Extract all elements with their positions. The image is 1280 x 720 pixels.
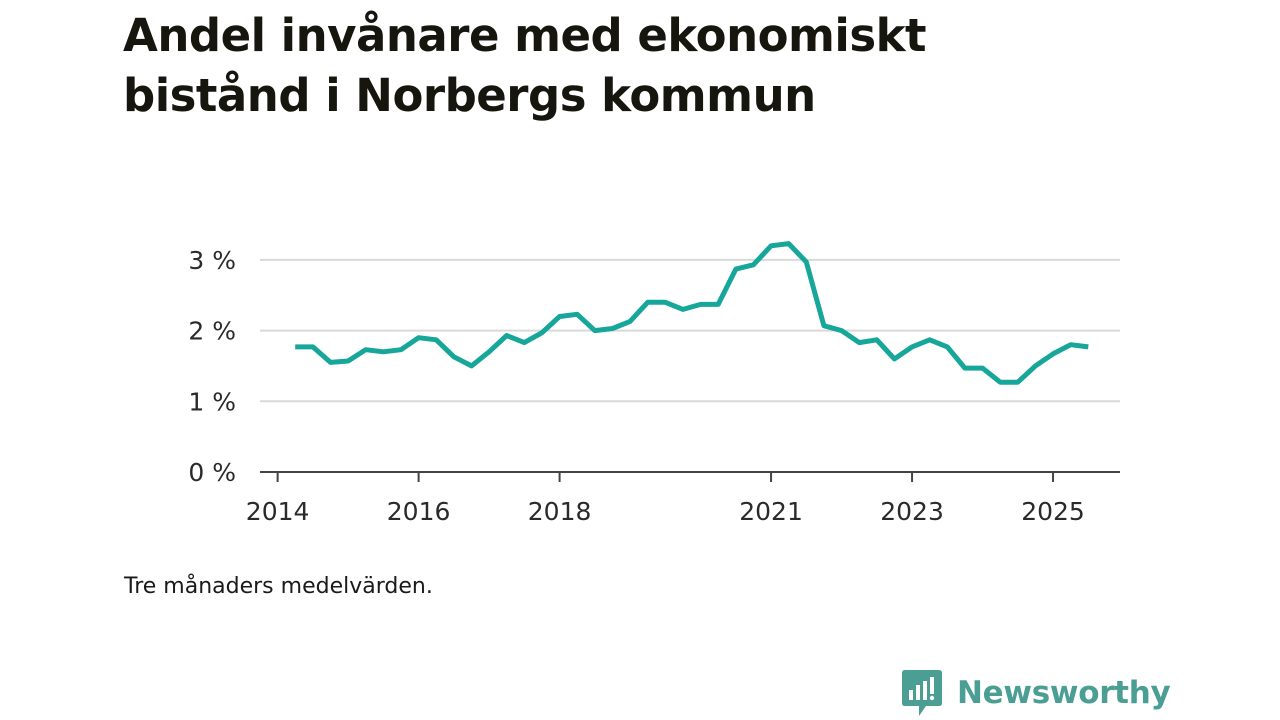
data-point <box>698 302 703 307</box>
data-point <box>910 344 915 349</box>
data-point <box>592 328 597 333</box>
data-point <box>557 314 562 319</box>
data-point <box>751 262 756 267</box>
data-point <box>399 347 404 352</box>
icon-dot <box>929 695 935 701</box>
x-tick-label: 2016 <box>387 497 451 526</box>
data-point <box>575 312 580 317</box>
data-point <box>328 360 333 365</box>
data-point <box>1051 351 1056 356</box>
data-point <box>733 267 738 272</box>
data-point <box>892 356 897 361</box>
data-point <box>451 354 456 359</box>
y-tick-label: 2 % <box>188 317 236 346</box>
data-point <box>381 349 386 354</box>
brand-logo: Newsworthy <box>902 670 1171 716</box>
y-axis-labels: 0 % 1 % 2 % 3 % <box>188 246 236 487</box>
icon-bar-2 <box>916 685 920 700</box>
data-point <box>716 302 721 307</box>
icon-bar-4 <box>930 677 934 694</box>
icon-bar-3 <box>923 681 927 700</box>
series-layer <box>293 241 1091 385</box>
data-point <box>1015 380 1020 385</box>
data-point <box>628 319 633 324</box>
data-point <box>821 323 826 328</box>
data-point <box>927 337 932 342</box>
data-point <box>434 337 439 342</box>
data-point <box>769 243 774 248</box>
data-point <box>663 300 668 305</box>
data-point <box>998 380 1003 385</box>
data-point <box>681 307 686 312</box>
chart-title: Andel invånare med ekonomiskt bistånd i … <box>123 9 927 122</box>
data-point <box>804 260 809 265</box>
data-point <box>416 335 421 340</box>
data-point <box>1086 344 1091 349</box>
data-point <box>346 359 351 364</box>
bar-chart-speech-bubble-icon <box>902 670 942 716</box>
x-tick-label: 2021 <box>739 497 803 526</box>
x-tick-label: 2025 <box>1021 497 1085 526</box>
data-point <box>962 366 967 371</box>
data-point <box>504 333 509 338</box>
data-point <box>645 300 650 305</box>
data-point <box>786 241 791 246</box>
data-point <box>1033 363 1038 368</box>
data-point <box>469 363 474 368</box>
speech-bubble-shape <box>902 670 942 716</box>
data-point <box>310 344 315 349</box>
data-point <box>540 330 545 335</box>
brand-name: Newsworthy <box>957 675 1171 711</box>
data-point <box>980 366 985 371</box>
x-tick-label: 2014 <box>246 497 310 526</box>
chart-footnote: Tre månaders medelvärden. <box>124 574 433 599</box>
x-tick-label: 2023 <box>880 497 944 526</box>
y-tick-label: 3 % <box>188 246 236 275</box>
y-tick-label: 0 % <box>188 458 236 487</box>
y-tick-label: 1 % <box>188 387 236 416</box>
data-point <box>945 344 950 349</box>
data-point <box>522 340 527 345</box>
data-point <box>874 337 879 342</box>
x-tick-label: 2018 <box>528 497 592 526</box>
data-point <box>839 328 844 333</box>
gridlines <box>260 258 1120 403</box>
data-point <box>1068 342 1073 347</box>
icon-bar-1 <box>909 690 913 700</box>
series-line-0 <box>295 241 1089 385</box>
data-point <box>363 347 368 352</box>
data-point <box>293 344 298 349</box>
x-axis-labels: 2014 2016 2018 2021 2023 2025 <box>246 497 1085 526</box>
data-point <box>857 340 862 345</box>
data-point <box>610 326 615 331</box>
data-point <box>487 349 492 354</box>
x-axis <box>260 471 1120 482</box>
